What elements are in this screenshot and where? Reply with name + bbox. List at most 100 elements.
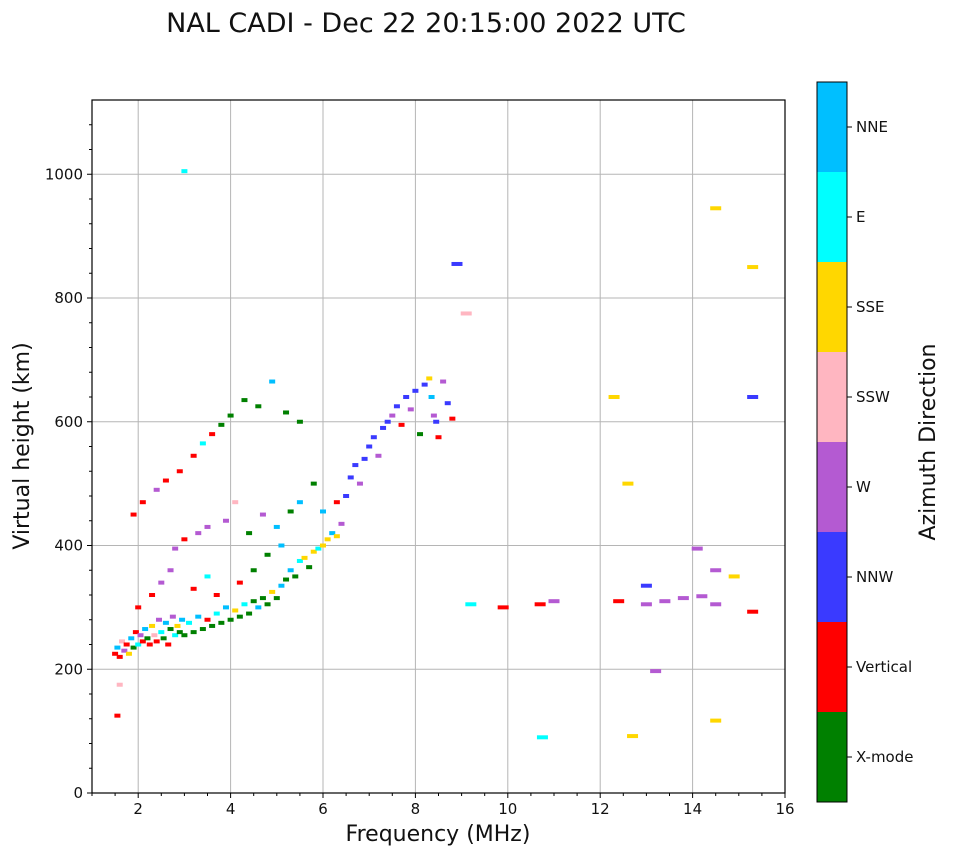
data-point-xmode — [144, 636, 151, 641]
data-point-w — [167, 568, 174, 573]
data-point-xmode — [246, 531, 253, 536]
x-tick-label: 12 — [591, 800, 610, 818]
data-point-xmode — [292, 574, 299, 579]
data-point-nne — [296, 500, 303, 505]
data-point-w — [430, 413, 437, 418]
data-point-nne — [162, 620, 169, 625]
data-point-xmode — [130, 645, 137, 650]
data-point-nne — [287, 568, 294, 573]
data-point-w — [172, 546, 179, 551]
y-tick-label: 0 — [73, 784, 83, 802]
data-point-e — [135, 642, 142, 647]
data-point-xmode — [236, 614, 243, 619]
data-point-sse — [728, 574, 740, 579]
data-point-vertical — [747, 609, 759, 614]
data-point-w — [153, 487, 160, 492]
data-point-nnw — [451, 261, 463, 266]
data-point-vertical — [146, 642, 153, 647]
x-axis-label: Frequency (MHz) — [346, 822, 531, 847]
data-point-nne — [179, 617, 186, 622]
colorbar-label: Azimuth Direction — [916, 343, 941, 540]
data-point-vertical — [162, 478, 169, 483]
data-point-nne — [273, 524, 280, 529]
data-point-sse — [710, 206, 722, 211]
data-point-xmode — [181, 633, 188, 638]
colorbar-segment-vertical — [817, 622, 847, 712]
x-tick-label: 2 — [133, 800, 143, 818]
data-point-xmode — [287, 509, 294, 514]
data-point-w — [650, 669, 662, 674]
data-point-xmode — [227, 413, 234, 418]
data-point-xmode — [255, 404, 262, 409]
colorbar-segment-xmode — [817, 712, 847, 802]
data-point-nne — [428, 395, 435, 399]
data-point-sse — [608, 395, 620, 399]
data-point-xmode — [310, 481, 317, 486]
data-point-nnw — [361, 456, 368, 461]
data-point-sse — [232, 608, 239, 613]
data-point-nnw — [384, 419, 391, 424]
data-point-nne — [329, 531, 336, 536]
data-point-nne — [269, 379, 276, 384]
data-point-xmode — [218, 422, 225, 427]
data-point-vertical — [153, 639, 160, 644]
data-point-sse — [324, 537, 331, 542]
data-point-w — [389, 413, 396, 418]
data-point-ssw — [119, 639, 126, 644]
data-point-nnw — [347, 475, 354, 480]
colorbar-label-nne: NNE — [856, 118, 888, 136]
data-point-sse — [333, 534, 340, 539]
data-point-e — [536, 735, 548, 740]
data-point-nnw — [343, 494, 350, 498]
colorbar-label-xmode: X-mode — [856, 748, 913, 766]
data-point-ssw — [116, 682, 123, 687]
data-point-e — [199, 441, 206, 446]
x-tick-label: 6 — [318, 800, 328, 818]
y-tick-label: 200 — [54, 660, 83, 678]
data-point-vertical — [116, 654, 123, 659]
data-point-sse — [710, 718, 722, 723]
data-point-vertical — [132, 630, 139, 635]
data-point-nnw — [366, 444, 373, 449]
data-point-vertical — [435, 435, 442, 440]
data-point-xmode — [209, 623, 216, 628]
data-point-w — [155, 617, 162, 622]
chart-title: NAL CADI - Dec 22 20:15:00 2022 UTC — [166, 8, 686, 39]
data-point-xmode — [250, 568, 257, 573]
x-tick-label: 14 — [683, 800, 702, 818]
data-point-w — [204, 524, 211, 529]
x-tick-label: 16 — [775, 800, 794, 818]
colorbar-label-e: E — [856, 208, 865, 226]
y-tick-label: 1000 — [45, 165, 83, 183]
colorbar-segment-w — [817, 442, 847, 532]
data-point-nne — [142, 627, 149, 632]
data-point-e — [172, 633, 179, 638]
grid-lines — [92, 100, 786, 794]
data-point-e — [213, 611, 220, 616]
data-point-w — [691, 546, 703, 551]
data-point-nnw — [747, 395, 759, 399]
azimuth-colorbar: X-mode Vertical NNW W SSW SSE E NNE — [816, 81, 913, 803]
colorbar-segment-ssw — [817, 352, 847, 442]
data-point-w — [121, 648, 128, 653]
data-point-sse — [125, 651, 132, 656]
data-point-xmode — [241, 398, 248, 403]
data-point-nnw — [352, 463, 359, 468]
data-point-vertical — [204, 617, 211, 622]
data-point-vertical — [613, 599, 625, 604]
data-point-vertical — [139, 639, 146, 644]
colorbar-label-w: W — [856, 478, 871, 496]
colorbar-label-vertical: Vertical — [856, 658, 912, 676]
data-point-xmode — [417, 432, 424, 437]
data-point-xmode — [190, 630, 197, 635]
colorbar-frame — [816, 81, 848, 803]
data-point-w — [375, 453, 382, 458]
colorbar-segment-nnw — [817, 532, 847, 622]
axis-ticks: 2 4 6 8 10 12 14 16 0 200 400 600 800 1000 — [45, 124, 795, 818]
y-tick-label: 400 — [54, 537, 83, 555]
colorbar-segment-nne — [817, 82, 847, 172]
data-point-xmode — [176, 630, 183, 635]
data-point-nnw — [393, 404, 400, 409]
